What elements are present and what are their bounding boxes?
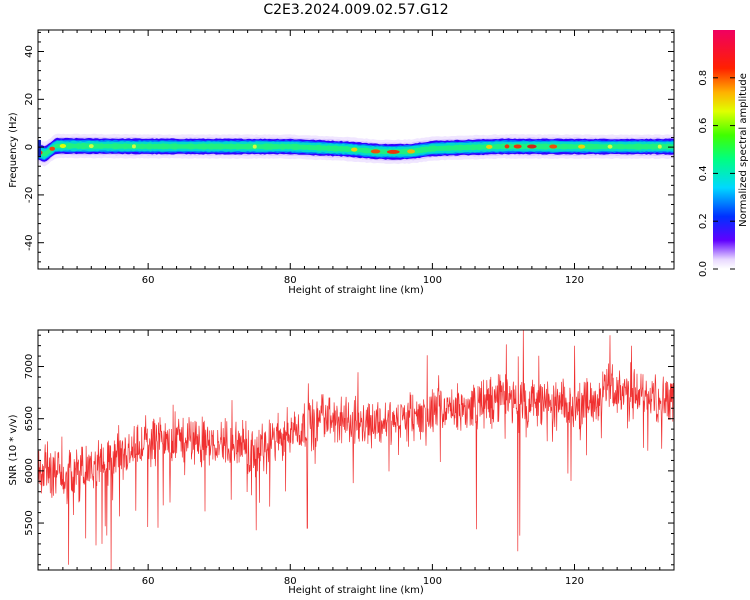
snr-ytick-label-6500: 6500 (24, 406, 35, 431)
colorbar-gradient (713, 30, 735, 269)
spectrogram-hotspot (386, 149, 400, 154)
spectrogram-ticks: 60 80 100 120 -40 -20 0 20 40 (24, 30, 675, 286)
spectrogram-hotspot (527, 144, 537, 149)
spec-ytick-label--40: -40 (24, 235, 35, 251)
colorbar-tick-label-0: 0.0 (698, 261, 709, 277)
spectrogram-hotspot (549, 144, 558, 149)
colorbar-tick-label-1: 0.2 (698, 213, 709, 229)
spectrogram-hotspot (407, 149, 416, 154)
spec-ytick-label--20: -20 (24, 187, 35, 203)
spectrogram-band (38, 133, 674, 167)
spec-ytick-label-40: 40 (24, 45, 35, 58)
spectrogram-panel: 60 80 100 120 -40 -20 0 20 40 Height of straight… (8, 29, 675, 296)
spectrogram-hotspot (59, 143, 67, 148)
spec-ytick-label-20: 20 (24, 93, 35, 106)
colorbar: 0.0 0.2 0.4 0.6 0.8 Normalized spectral ampl… (698, 30, 749, 277)
snr-xtick-label-120: 120 (565, 576, 584, 587)
snr-ticks: 60 80 100 120 5500 6000 6500 7000 (24, 330, 675, 587)
spectrogram-hotspot (578, 144, 586, 149)
snr-series-line (38, 330, 674, 570)
snr-ytick-label-5500: 5500 (24, 510, 35, 535)
spectrogram-xlabel: Height of straight line (km) (288, 285, 424, 296)
snr-ylabel: SNR (10 * v/v) (8, 414, 19, 485)
colorbar-tick-label-2: 0.4 (698, 165, 709, 181)
snr-ytick-label-7000: 7000 (24, 354, 35, 379)
spec-xtick-label-100: 100 (423, 275, 442, 286)
snr-xtick-label-60: 60 (142, 576, 155, 587)
spec-xtick-label-60: 60 (142, 275, 155, 286)
spectrogram-hotspot (504, 144, 510, 149)
spectrogram-hotspot (252, 144, 257, 149)
snr-xlabel: Height of straight line (km) (288, 585, 424, 596)
spectrogram-hotspot (607, 144, 613, 149)
spec-ytick-label-0: 0 (24, 144, 35, 150)
spectrogram-edge (38, 139, 41, 157)
snr-xtick-label-80: 80 (284, 576, 297, 587)
spectrogram-ylabel: Frequency (Hz) (8, 112, 19, 188)
spectrogram-frame (37, 29, 675, 270)
spectrogram-hotspot (370, 149, 381, 154)
colorbar-tick-label-3: 0.6 (698, 118, 709, 134)
spectrogram-hotspot (131, 144, 136, 149)
colorbar-ticks: 0.0 0.2 0.4 0.6 0.8 (698, 70, 735, 277)
snr-xtick-label-100: 100 (423, 576, 442, 587)
spectrogram-hotspot (657, 144, 662, 149)
spec-xtick-label-120: 120 (565, 275, 584, 286)
snr-plot-area (38, 330, 674, 570)
colorbar-label: Normalized spectral amplitude (738, 73, 749, 227)
spectrogram-hotspot (351, 147, 358, 152)
snr-ytick-label-6000: 6000 (24, 458, 35, 483)
spectrogram-hotspot (49, 146, 56, 151)
spec-xtick-label-80: 80 (284, 275, 297, 286)
spectrogram-hotspot (486, 144, 493, 149)
spectrogram-hotspot (88, 144, 94, 149)
figure-title: C2E3.2024.009.02.57.G12 (263, 2, 448, 18)
spectrogram-hotspot (513, 144, 522, 149)
colorbar-tick-label-4: 0.8 (698, 70, 709, 86)
snr-panel: 60 80 100 120 5500 6000 6500 7000 Height of str… (8, 329, 675, 596)
